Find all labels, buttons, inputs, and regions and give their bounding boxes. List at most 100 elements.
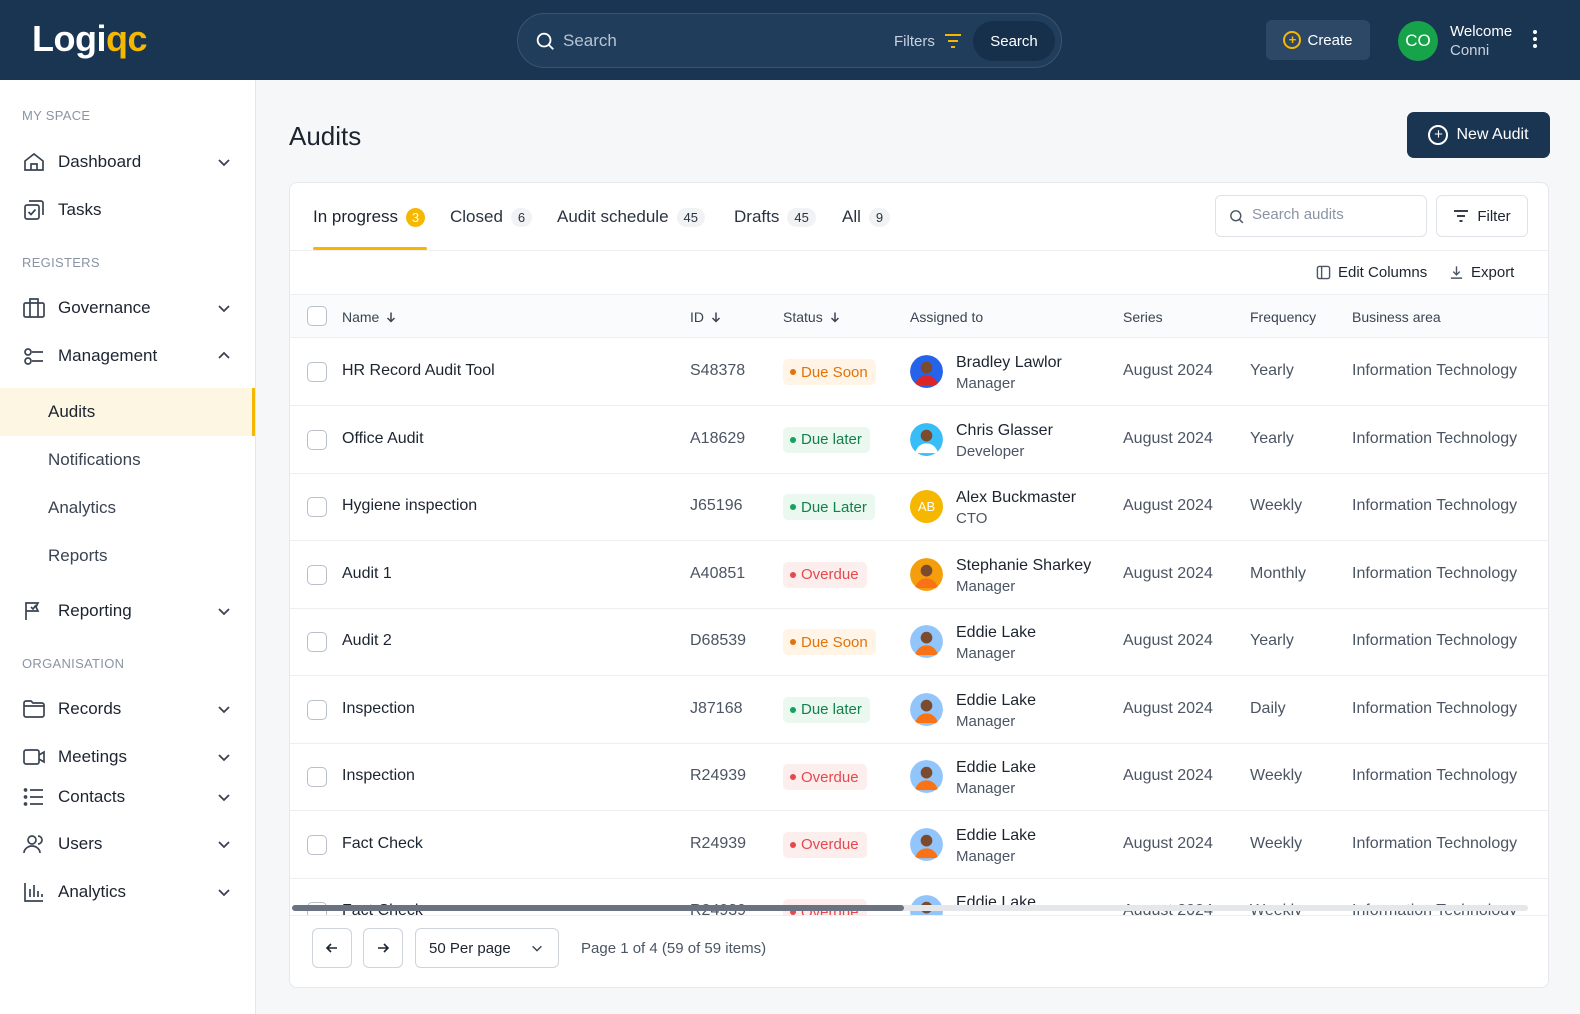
audit-name[interactable]: Inspection (342, 699, 415, 717)
sidebar-item-notifications[interactable]: Notifications (48, 450, 141, 469)
avatar[interactable] (910, 760, 943, 793)
global-search[interactable]: Search Filters Search (517, 13, 1062, 68)
audit-name[interactable]: Audit 1 (342, 564, 392, 582)
avatar[interactable] (910, 692, 943, 726)
sidebar-item-analytics[interactable]: Analytics (0, 872, 255, 912)
column-header-frequency[interactable]: Frequency (1250, 309, 1317, 325)
chevron-down-icon[interactable] (216, 884, 232, 900)
create-button[interactable]: + Create (1266, 20, 1370, 60)
audit-search[interactable] (1215, 195, 1427, 237)
sidebar-item-records[interactable]: Records (0, 689, 255, 729)
filter-button[interactable]: Filter (1436, 195, 1528, 237)
frequency: Weekly (1250, 767, 1303, 784)
status-dot (790, 909, 796, 915)
select-all-checkbox[interactable] (307, 306, 327, 326)
table-row[interactable]: HR Record Audit Tool S48378 Due Soon Bradle… (290, 338, 1548, 406)
sidebar-item-governance[interactable]: Governance (0, 288, 255, 328)
tab-closed[interactable]: Closed 6 (450, 207, 533, 227)
chevron-down-icon[interactable] (216, 300, 232, 316)
audit-search-input[interactable] (1252, 206, 1420, 223)
row-checkbox[interactable] (307, 564, 327, 585)
row-checkbox[interactable] (307, 699, 327, 720)
sidebar-item-reporting[interactable]: Reporting (0, 591, 255, 631)
kebab-icon[interactable] (1532, 30, 1538, 50)
audit-name[interactable]: HR Record Audit Tool (342, 362, 495, 379)
table-row[interactable]: Hygiene inspection J65196 Due Later AB Alex … (290, 473, 1548, 541)
sidebar-item-dashboard[interactable]: Dashboard (0, 142, 255, 182)
sidebar-item-reports[interactable]: Reports (48, 546, 108, 565)
column-header-id[interactable]: ID (690, 309, 722, 325)
audit-name[interactable]: Audit 2 (342, 632, 392, 649)
horizontal-scrollbar-thumb[interactable] (292, 905, 904, 911)
section-label-my-space: MY SPACE (22, 108, 91, 123)
table-row[interactable]: Inspection R24939 Overdue Eddie Lake Manager… (290, 743, 1548, 811)
audit-name[interactable]: Fact Check (342, 834, 423, 852)
horizontal-scrollbar-track[interactable] (292, 905, 1528, 911)
tab-drafts[interactable]: Drafts 45 (734, 207, 816, 227)
column-header-business-area[interactable]: Business area (1352, 309, 1441, 325)
row-checkbox[interactable] (307, 767, 327, 787)
logo[interactable]: Logiqc (32, 18, 148, 59)
sidebar-item-analytics-sub[interactable]: Analytics (48, 498, 117, 517)
avatar[interactable] (910, 422, 943, 456)
row-checkbox[interactable] (307, 429, 327, 450)
audit-name[interactable]: Office Audit (342, 429, 424, 447)
tab-all[interactable]: All 9 (842, 207, 891, 227)
tab-in-progress[interactable]: In progress 3 (313, 207, 426, 227)
per-page-select[interactable]: 50 Per page (415, 928, 559, 968)
row-checkbox[interactable] (307, 362, 327, 382)
assignee: Chris Glasser Developer (956, 421, 1053, 460)
avatar[interactable] (910, 355, 943, 388)
chevron-down-icon[interactable] (216, 749, 232, 765)
sidebar-item-users[interactable]: Users (0, 824, 255, 864)
row-checkbox[interactable] (307, 497, 327, 517)
row-checkbox[interactable] (307, 834, 327, 855)
column-header-status[interactable]: Status (783, 309, 841, 325)
business-area: Information Technology (1352, 429, 1518, 447)
chevron-down-icon[interactable] (216, 701, 232, 717)
series: August 2024 (1123, 632, 1213, 649)
sidebar-item-contacts[interactable]: Contacts (0, 777, 255, 817)
sidebar-item-audits[interactable]: Audits (0, 388, 255, 436)
edit-columns-button[interactable]: Edit Columns (1316, 264, 1427, 281)
table-row[interactable]: Audit 2 D68539 Due Soon Eddie Lake Manager Au… (290, 608, 1548, 676)
column-header-assigned[interactable]: Assigned to (910, 309, 984, 325)
row-checkbox[interactable] (307, 632, 327, 652)
avatar[interactable] (910, 557, 943, 591)
filters-toggle[interactable]: Filters (894, 33, 935, 50)
sidebar-item-tasks[interactable]: Tasks (0, 190, 255, 230)
arrow-down-icon (830, 312, 839, 323)
table-row[interactable]: Audit 1 A40851 Overdue Stephanie Sharkey Man… (290, 541, 1548, 609)
audit-name[interactable]: Hygiene inspection (342, 497, 478, 514)
chevron-down-icon[interactable] (216, 154, 232, 170)
prev-page-button[interactable] (312, 928, 352, 968)
next-page-button[interactable] (363, 928, 403, 968)
business-area: Information Technology (1352, 834, 1518, 852)
new-audit-button[interactable]: + New Audit (1407, 112, 1550, 158)
avatar[interactable] (910, 625, 943, 658)
column-header-series[interactable]: Series (1123, 309, 1163, 325)
frequency: Daily (1250, 699, 1286, 717)
series: August 2024 (1123, 564, 1213, 582)
avatar[interactable]: AB (910, 490, 943, 523)
tab-audit-schedule[interactable]: Audit schedule 45 (557, 207, 705, 227)
filter-lines-icon[interactable] (944, 33, 962, 49)
table-row[interactable]: Inspection J87168 Due later Eddie Lake Manag… (290, 676, 1548, 744)
sidebar-item-meetings[interactable]: Meetings (0, 737, 255, 777)
export-button[interactable]: Export (1449, 264, 1514, 281)
avatar[interactable] (910, 827, 943, 861)
sidebar-item-management[interactable]: Management (0, 336, 255, 376)
column-header-name[interactable]: Name (342, 309, 397, 325)
audit-name[interactable]: Inspection (342, 767, 415, 784)
table-row[interactable]: Office Audit A18629 Due later Chris Glasser… (290, 406, 1548, 474)
chevron-down-icon[interactable] (216, 836, 232, 852)
avatar[interactable]: CO (1398, 21, 1438, 61)
search-button[interactable]: Search (973, 21, 1055, 61)
global-search-input[interactable]: Search (563, 31, 617, 50)
chevron-up-icon[interactable] (216, 348, 232, 364)
chevron-down-icon[interactable] (216, 603, 232, 619)
chevron-down-icon[interactable] (216, 789, 232, 805)
